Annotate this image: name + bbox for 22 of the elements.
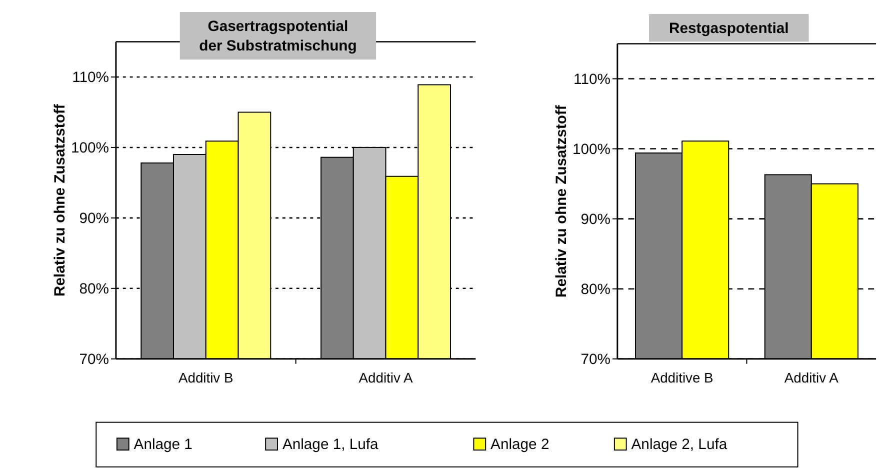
x-tick-label: Additiv A [784,370,840,386]
y-tick-label: 90% [79,211,110,228]
y-tick-label: 80% [79,282,110,298]
y-tick-label: 70% [580,352,610,368]
y-tick-label: 110% [574,72,610,88]
legend-label: Anlage 1 [134,437,192,454]
y-tick-label: 80% [580,282,610,298]
chart-title: Gasertragspotential der Substratmischung [199,18,357,55]
y-axis-title: Relativ zu ohne Zusatzstoff [554,105,570,298]
y-tick-label: 100% [572,142,610,158]
y-tick-label: 100% [70,140,110,157]
y-tick-label: 70% [79,352,110,368]
x-tick-label: Additiv B [178,370,234,386]
chart-title: Restgaspotential [669,20,789,37]
legend-label: Anlage 2 [490,437,550,454]
y-tick-label: 90% [580,212,610,228]
y-tick-label: 110% [72,70,110,86]
legend-label: Anlage 2, Lufa [631,437,728,454]
x-tick-label: Additive B [650,370,714,386]
x-tick-label: Additiv A [358,370,414,386]
legend-label: Anlage 1, Lufa [282,437,380,454]
y-axis-title: Relativ zu ohne Zusatzstoff [52,104,68,296]
